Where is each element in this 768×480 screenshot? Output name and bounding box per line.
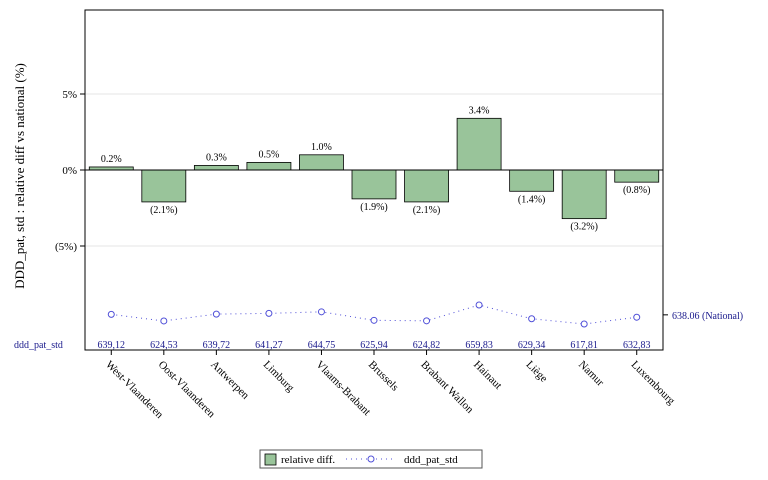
bar-labels: 0.2% (2.1%) 0.3% 0.5% 1.0% (1.9%) (2.1%) 3.4% (1… — [101, 105, 651, 232]
bar-value-label: 0.3% — [206, 152, 227, 163]
bar-value-label: 0.2% — [101, 154, 122, 165]
bar — [509, 169, 555, 192]
x-category-label: Liège — [524, 359, 550, 385]
bar — [141, 169, 187, 203]
ddd-value-label: 629,34 — [518, 340, 546, 351]
bar-value-label: 3.4% — [469, 105, 490, 116]
legend-line-label: ddd_pat_std — [404, 454, 458, 466]
y-tick-label: (5%) — [55, 241, 77, 253]
row-label: ddd_pat_std — [14, 340, 63, 351]
bars — [88, 117, 660, 220]
gridlines — [85, 93, 663, 247]
bar-value-label: 1.0% — [311, 142, 332, 153]
ddd-point — [580, 320, 588, 328]
bar — [456, 117, 502, 171]
y-axis-title: DDD_pat, std : relative diff vs national… — [12, 63, 27, 289]
ddd-value-label: 632,83 — [623, 340, 651, 351]
legend-line-marker — [367, 455, 375, 463]
ddd-point — [475, 301, 483, 309]
x-category-label: Brabant Wallon — [418, 359, 476, 417]
x-category-label: West-Vlaanderen — [103, 359, 166, 422]
bar — [299, 154, 344, 171]
legend-bar-swatch — [264, 453, 277, 466]
ddd-value-label: 617,81 — [570, 340, 598, 351]
bar-value-label: 0.5% — [258, 149, 279, 160]
national-label: 638.06 (National) — [672, 311, 743, 322]
ddd-point — [317, 308, 325, 316]
ddd-value-label: 624,53 — [150, 340, 178, 351]
legend: relative diff. ddd_pat_std — [259, 449, 483, 469]
bar — [561, 169, 607, 220]
ddd-value-label: 639,72 — [203, 340, 231, 351]
ddd-point — [107, 310, 115, 318]
x-category-label: Vlaams-Brabant — [313, 359, 372, 418]
bar — [246, 161, 292, 171]
ddd-value-label: 625,94 — [360, 340, 388, 351]
ddd-point — [528, 315, 536, 323]
bar — [404, 169, 449, 203]
ddd-point — [633, 313, 641, 321]
ddd-point — [423, 317, 431, 325]
ddd-value-label: 639,12 — [98, 340, 126, 351]
bar-value-label: (2.1%) — [150, 205, 178, 216]
bar-value-label: (0.8%) — [623, 185, 651, 196]
x-category-label: Hainaut — [471, 359, 504, 392]
ddd-series: 639,12 624,53 639,72 641,27 644,75 625,94 624,… — [98, 301, 651, 351]
x-category-label: Limburg — [261, 359, 297, 395]
y-tick-label: 0% — [62, 165, 77, 177]
ddd-value-label: 659,83 — [465, 340, 493, 351]
bar-value-label: (1.4%) — [518, 194, 546, 205]
x-category-label: Namur — [576, 359, 606, 389]
ddd-point — [265, 309, 273, 317]
bar-value-label: (1.9%) — [360, 202, 388, 213]
x-category-label: Luxembourg — [629, 359, 678, 408]
bar-value-label: (3.2%) — [570, 222, 598, 233]
ddd-value-label: 641,27 — [255, 340, 283, 351]
x-category-label: Brussels — [366, 359, 401, 394]
bar — [193, 165, 239, 171]
bar — [614, 169, 660, 183]
ddd-value-label: 644,75 — [308, 340, 336, 351]
ddd-point — [212, 310, 220, 318]
ddd-point — [160, 317, 168, 325]
y-tick-label: 5% — [62, 89, 77, 101]
legend-bar-label: relative diff. — [281, 454, 335, 466]
x-category-label: Antwerpen — [208, 359, 251, 402]
ddd-value-label: 624,82 — [413, 340, 441, 351]
bar — [351, 169, 397, 200]
ddd-point — [370, 316, 378, 324]
bar-value-label: (2.1%) — [413, 205, 441, 216]
